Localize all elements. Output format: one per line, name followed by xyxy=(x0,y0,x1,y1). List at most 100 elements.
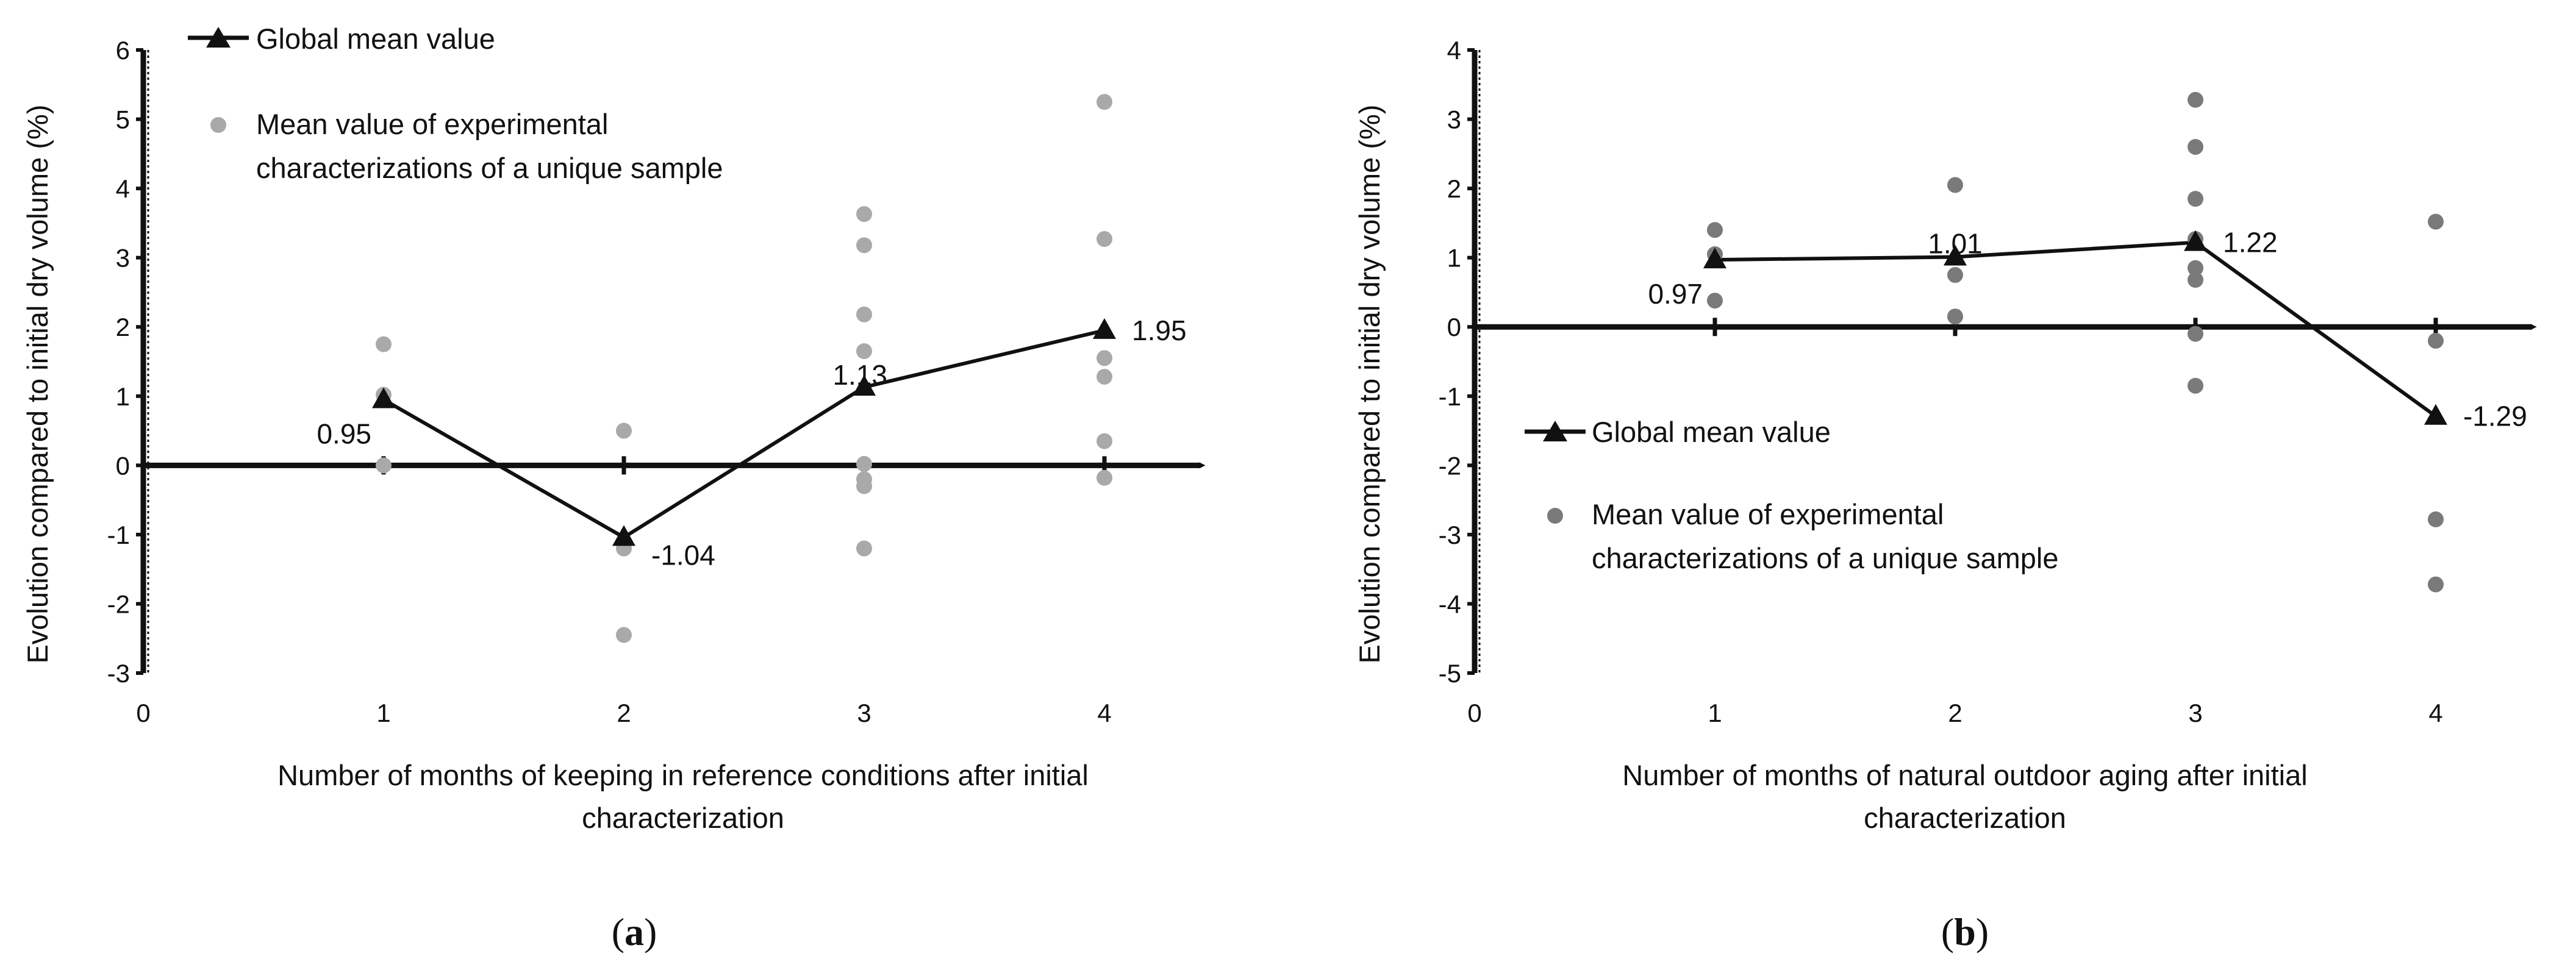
chart-a-x-tick-label: 2 xyxy=(617,699,631,727)
chart-a-mean-line xyxy=(382,328,1105,540)
chart-a-x-tick-label: 4 xyxy=(1097,699,1111,727)
chart-b-sample-point xyxy=(1947,308,1963,325)
chart-a-sample-point xyxy=(856,206,872,223)
chart-b-tick-labels: -5 -4 -3 -2 -1 0 1 2 3 4 0 1 2 3 4 xyxy=(1439,36,2443,727)
chart-a-x-axis-label-line1: Number of months of keeping in reference… xyxy=(277,759,1089,791)
chart-a-sample-point xyxy=(856,343,872,359)
chart-a-data-label: 1.95 xyxy=(1132,315,1187,346)
chart-b-x-axis-label-line2: characterization xyxy=(1864,802,2066,834)
chart-a-x-tick-label: 1 xyxy=(376,699,390,727)
chart-a-sample-point xyxy=(376,457,392,474)
chart-a-legend-points-label-line2: characterizations of a unique sample xyxy=(256,152,723,184)
chart-a-y-tick-label: 1 xyxy=(116,382,130,411)
chart-b-sample-point xyxy=(2428,511,2444,527)
chart-b-mean-markers xyxy=(1703,230,2447,425)
chart-a-caption-open: ( xyxy=(612,910,624,953)
chart-b-legend-points-label-line1: Mean value of experimental xyxy=(1592,498,1944,530)
chart-a-mean-marker xyxy=(372,387,395,408)
chart-a-y-tick-label: 0 xyxy=(116,451,130,480)
chart-b-sample-point xyxy=(2188,191,2203,207)
chart-b-y-tick-label: 1 xyxy=(1447,244,1461,273)
chart-a-data-labels: 0.95 -1.04 1.13 1.95 xyxy=(317,315,1186,571)
chart-b-sample-point xyxy=(2428,213,2444,230)
chart-b-sample-point xyxy=(2188,260,2203,276)
chart-b: 0.97 1.01 1.22 -1.29 -5 -4 -3 -2 -1 0 1 2 3 4 0 1 2 3 4 E… xyxy=(1353,36,2537,953)
chart-a-y-tick-label: 5 xyxy=(116,105,130,134)
chart-b-mean-polyline xyxy=(1714,240,2437,418)
chart-a-sample-point xyxy=(1097,469,1112,486)
chart-b-caption-close: ) xyxy=(1976,910,1989,953)
chart-b-caption: (b) xyxy=(1941,910,1989,953)
chart-a-y-tick-label: 2 xyxy=(116,313,130,341)
chart-a-mean-polyline xyxy=(382,328,1105,540)
chart-b-y-tick-label: 0 xyxy=(1447,313,1461,341)
chart-b-x-tick-label: 4 xyxy=(2428,699,2442,727)
chart-b-legend-points-label-line2: characterizations of a unique sample xyxy=(1592,542,2059,574)
chart-b-mean-line xyxy=(1714,240,2437,418)
chart-a-sample-point xyxy=(1097,433,1112,449)
chart-a-sample-point xyxy=(856,456,872,472)
chart-b-legend-line-label: Global mean value xyxy=(1592,416,1831,448)
chart-b-data-labels: 0.97 1.01 1.22 -1.29 xyxy=(1648,227,2527,432)
chart-b-x-tick-label: 0 xyxy=(1467,699,1481,727)
chart-a-tick-labels: -3 -2 -1 0 1 2 3 4 5 6 0 1 2 3 4 xyxy=(107,36,1112,727)
chart-a-legend-line-label: Global mean value xyxy=(256,23,495,55)
chart-b-sample-point xyxy=(2188,91,2203,108)
chart-b-data-label: 1.22 xyxy=(2223,227,2278,258)
chart-a-y-tick-label: 4 xyxy=(116,174,130,203)
chart-b-y-tick-label: -4 xyxy=(1439,590,1461,618)
chart-b-data-label: 0.97 xyxy=(1648,278,1703,310)
chart-a-data-label: 0.95 xyxy=(317,418,371,449)
chart-b-caption-letter: b xyxy=(1954,910,1976,953)
chart-a-sample-point xyxy=(1097,368,1112,385)
chart-a-sample-point xyxy=(616,627,632,643)
chart-b-y-tick-label: 2 xyxy=(1447,174,1461,203)
chart-a-x-tick-label: 0 xyxy=(136,699,150,727)
chart-a-y-tick-label: -2 xyxy=(107,590,130,618)
chart-b-x-axis-label-line1: Number of months of natural outdoor agin… xyxy=(1622,759,2307,791)
chart-b-sample-point xyxy=(1707,293,1723,309)
chart-b-sample-point xyxy=(2188,326,2203,342)
chart-a-sample-point xyxy=(856,540,872,557)
chart-b-y-tick-label: 3 xyxy=(1447,105,1461,134)
chart-b-mean-marker xyxy=(1944,244,1967,266)
chart-a-sample-point xyxy=(1097,231,1112,248)
chart-b-y-axis-label: Evolution compared to initial dry volume… xyxy=(1353,105,1386,664)
chart-a-sample-point xyxy=(1097,94,1112,110)
chart-a-sample-point xyxy=(1097,350,1112,366)
chart-b-mean-marker xyxy=(1703,248,1726,269)
chart-b-x-tick-label: 1 xyxy=(1708,699,1722,727)
chart-b-y-tick-label: -5 xyxy=(1439,659,1461,688)
chart-b-mean-marker xyxy=(2184,230,2207,251)
chart-a-sample-point xyxy=(616,422,632,439)
chart-a-mean-marker xyxy=(853,375,876,396)
chart-a-y-tick-label: 6 xyxy=(116,36,130,65)
chart-b-y-tick-label: 4 xyxy=(1447,36,1461,65)
chart-b-sample-point xyxy=(1707,222,1723,238)
chart-a-mean-marker xyxy=(612,525,635,546)
chart-a-sample-point xyxy=(856,478,872,494)
chart-a-legend: Global mean value Mean value of experime… xyxy=(188,23,723,184)
chart-a-x-tick-label: 3 xyxy=(857,699,871,727)
chart-b-sample-point xyxy=(1947,267,1963,283)
chart-b-x-tick-label: 3 xyxy=(2188,699,2202,727)
chart-b-legend-triangle-swatch xyxy=(1543,421,1567,441)
chart-a-legend-point-swatch xyxy=(210,117,226,133)
chart-b-x-tick-label: 2 xyxy=(1948,699,1962,727)
chart-a-sample-point xyxy=(376,336,392,352)
chart-b-legend: Global mean value Mean value of experime… xyxy=(1525,416,2059,574)
chart-a-axes xyxy=(136,48,1206,675)
chart-a-caption-close: ) xyxy=(644,910,657,953)
chart-b-legend-point-swatch xyxy=(1547,508,1563,524)
chart-b-data-label: -1.29 xyxy=(2463,401,2527,432)
chart-b-data-label: 1.01 xyxy=(1928,228,1983,260)
chart-a-legend-points-label-line1: Mean value of experimental xyxy=(256,108,608,140)
chart-a-x-axis-label-line2: characterization xyxy=(582,802,784,834)
chart-b-y-tick-label: -2 xyxy=(1439,451,1461,480)
chart-a-y-axis-label: Evolution compared to initial dry volume… xyxy=(21,105,54,664)
chart-a-sample-point xyxy=(856,306,872,323)
chart-a-caption: (a) xyxy=(612,910,657,953)
chart-b-sample-point xyxy=(1947,177,1963,193)
chart-a-mean-markers xyxy=(372,318,1116,546)
